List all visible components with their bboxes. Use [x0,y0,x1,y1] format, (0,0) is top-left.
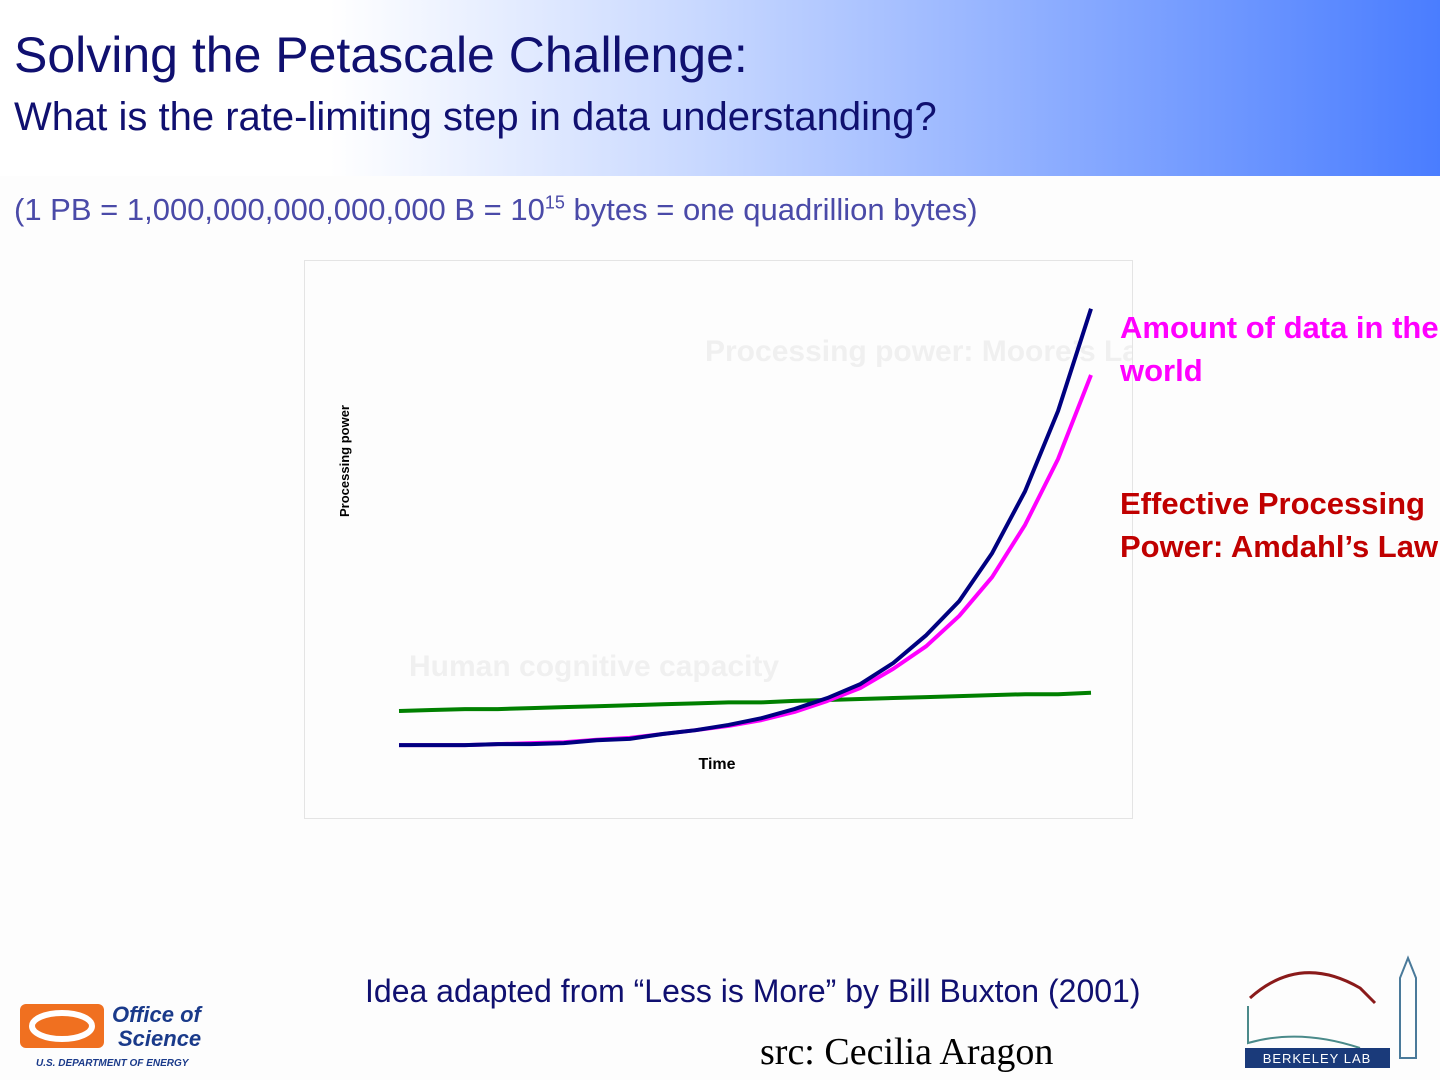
series-label: Processing power: Moore’s Law [705,335,1133,368]
berkeley-logo: BERKELEY LAB [1245,955,1417,1068]
doe-logo: Office of Science U.S. DEPARTMENT OF ENE… [20,1002,204,1069]
y-axis-title: Processing power [337,405,352,517]
logo-shape [1245,1048,1390,1068]
note-text: bytes = one quadrillion bytes) [564,192,978,227]
series-line [398,690,1092,713]
note: (1 PB = 1,000,000,000,000,000 B = 1015 b… [14,192,978,228]
logo-shape [29,1010,95,1042]
annotation: Effective Processing Power: Amdahl’s Law [1120,486,1439,564]
logo-text: Science [118,1026,201,1051]
logo-text: U.S. DEPARTMENT OF ENERGY [36,1058,190,1069]
credit: Idea adapted from “Less is More” by Bill… [365,973,1141,1009]
source: src: Cecilia Aragon [760,1031,1054,1073]
logo-text: BERKELEY LAB [1263,1051,1372,1066]
series-line [399,308,1093,748]
logo-shape [1248,971,1377,1005]
subtitle: What is the rate-limiting step in data u… [14,95,937,139]
chart: Processing power Time Processing power: Mo… [304,260,1133,819]
logo-text: Office of [112,1002,204,1027]
header-band [0,0,1440,176]
note-text: (1 PB = 1,000,000,000,000,000 B = 10 [14,192,545,227]
x-axis-title: Time [698,756,735,773]
series-label: Human cognitive capacity [409,650,779,683]
note-exponent: 15 [544,192,565,213]
title: Solving the Petascale Challenge: [14,27,748,83]
logo-shape [1247,1006,1361,1049]
series-label: Amount of data in the world [1120,310,1439,388]
logo-shape [1399,955,1417,1059]
